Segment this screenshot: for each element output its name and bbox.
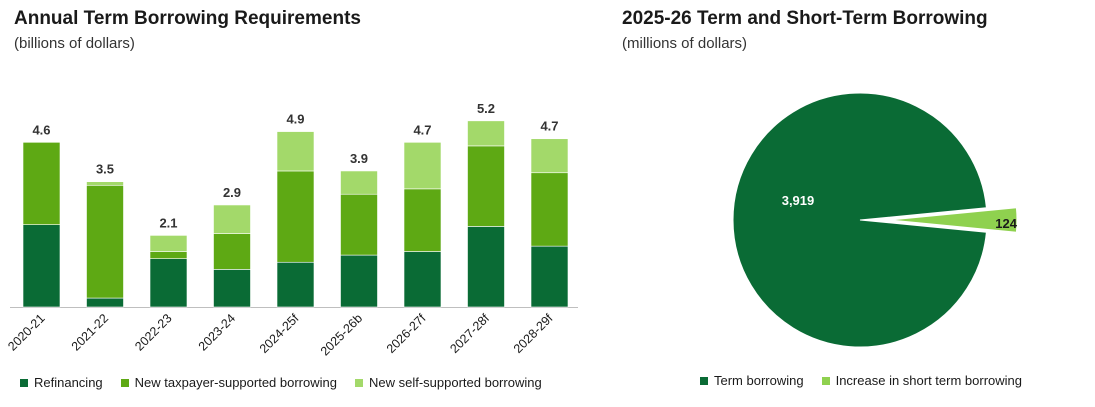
bar-segment-2 bbox=[467, 145, 505, 227]
pie-chart-subtitle: (millions of dollars) bbox=[622, 35, 748, 52]
legend-item-taxpayer: New taxpayer-supported borrowing bbox=[120, 375, 337, 390]
bar-segment-1 bbox=[276, 261, 315, 308]
legend-swatch-term bbox=[700, 376, 708, 385]
bar-chart: 4.62020-213.52021-222.12022-232.92023-24… bbox=[5, 101, 578, 358]
legend-item-term: Term borrowing bbox=[700, 373, 804, 388]
legend-label-refinancing: Refinancing bbox=[34, 375, 103, 390]
bar-segment-1 bbox=[403, 251, 442, 308]
bar-segment-2 bbox=[403, 188, 442, 252]
bar-total-label: 3.9 bbox=[350, 151, 368, 166]
legend-label-term: Term borrowing bbox=[714, 373, 804, 388]
bar-segment-2 bbox=[276, 170, 315, 263]
bar-total-label: 4.9 bbox=[286, 112, 304, 127]
bar-total-label: 2.9 bbox=[223, 185, 241, 200]
bar-segment-3 bbox=[403, 142, 442, 190]
legend-swatch-taxpayer bbox=[120, 378, 129, 387]
pie-slice-short-term bbox=[889, 207, 1018, 233]
legend-label-taxpayer: New taxpayer-supported borrowing bbox=[134, 375, 337, 390]
bar-segment-2 bbox=[22, 142, 61, 225]
bar-total-label: 2.1 bbox=[159, 215, 177, 230]
legend-swatch-refinancing bbox=[20, 378, 28, 387]
pie-chart-legend: Term borrowing Increase in short term bo… bbox=[700, 373, 1040, 388]
bar-segment-3 bbox=[340, 170, 378, 195]
bar-total-label: 4.7 bbox=[540, 119, 558, 134]
bar-total-label: 4.7 bbox=[413, 122, 431, 137]
bar-total-label: 4.6 bbox=[32, 122, 50, 137]
bar-segment-1 bbox=[213, 269, 251, 308]
bar-segment-3 bbox=[149, 235, 188, 252]
legend-swatch-self-supported bbox=[354, 378, 363, 387]
legend-item-refinancing: Refinancing bbox=[20, 375, 103, 390]
pie-label-term: 3,919 bbox=[782, 193, 815, 208]
bar-segment-1 bbox=[467, 226, 505, 308]
bar-total-label: 5.2 bbox=[477, 101, 495, 116]
bar-segment-1 bbox=[340, 254, 378, 308]
bar-segment-3 bbox=[530, 138, 569, 174]
bar-segment-3 bbox=[86, 181, 124, 186]
bar-chart-subtitle: (billions of dollars) bbox=[14, 35, 135, 52]
bar-total-label: 3.5 bbox=[96, 162, 114, 177]
pie-chart-title: 2025-26 Term and Short-Term Borrowing bbox=[622, 8, 988, 29]
pie-slice-term bbox=[732, 92, 987, 348]
bar-chart-legend: Refinancing New taxpayer-supported borro… bbox=[20, 375, 560, 390]
legend-label-short-term: Increase in short term borrowing bbox=[835, 373, 1023, 388]
bar-segment-1 bbox=[22, 224, 61, 308]
bar-chart-title: Annual Term Borrowing Requirements bbox=[14, 8, 361, 29]
legend-swatch-short-term bbox=[821, 376, 830, 385]
pie-label-short-term: 124 bbox=[995, 216, 1017, 231]
legend-item-self-supported: New self-supported borrowing bbox=[354, 375, 542, 390]
legend-label-self-supported: New self-supported borrowing bbox=[368, 375, 542, 390]
bar-segment-2 bbox=[86, 184, 124, 299]
bar-segment-3 bbox=[213, 204, 251, 234]
bar-segment-3 bbox=[467, 120, 505, 147]
bar-segment-2 bbox=[213, 233, 251, 270]
legend-item-short-term: Increase in short term borrowing bbox=[821, 373, 1023, 388]
bar-segment-2 bbox=[340, 193, 378, 256]
bar-segment-1 bbox=[149, 258, 188, 308]
bar-segment-3 bbox=[276, 131, 315, 172]
